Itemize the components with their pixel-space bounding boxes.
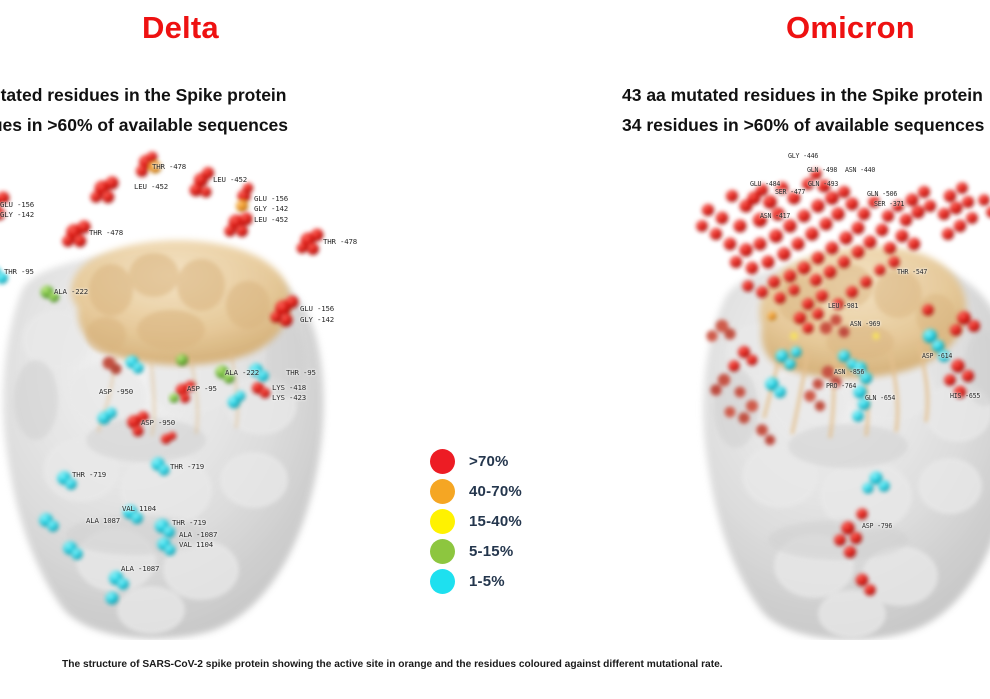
residue-label: GLU -484 <box>750 180 781 188</box>
legend-swatch-15-40 <box>430 508 455 534</box>
residue-label: ASN -969 <box>850 320 881 328</box>
legend-label-5-15: 5-15% <box>469 542 514 560</box>
residue-label: ALA -222 <box>225 368 259 377</box>
residue-label: ALA -1087 <box>179 530 218 539</box>
legend-item: 40-70% <box>430 476 522 506</box>
residue-label: GLU -156 <box>0 200 34 209</box>
residue-label: THR -95 <box>286 368 316 377</box>
residue-label: ASP -614 <box>922 352 953 360</box>
residue-label: LEU -452 <box>254 215 288 224</box>
residue-label: THR -478 <box>152 162 186 171</box>
spike-render-omicron <box>696 168 990 640</box>
residue-label: LEU -452 <box>213 175 247 184</box>
residue-label: ASN -417 <box>760 212 791 220</box>
residue-label: ALA 1087 <box>86 516 120 525</box>
legend-swatch-40-70 <box>430 478 455 504</box>
legend-swatch-1-5 <box>430 568 455 594</box>
residue-label: SER -371 <box>874 200 905 208</box>
residue-label: THR -478 <box>323 237 357 246</box>
legend-item: 15-40% <box>430 506 522 536</box>
residue-label: GLU -156 <box>254 194 288 203</box>
residue-label: PRO -764 <box>826 382 857 390</box>
residue-label: ASP -796 <box>862 522 893 530</box>
residue-label: SER -477 <box>775 188 806 196</box>
residue-label: ALA -1087 <box>121 564 160 573</box>
residue-label: THR -547 <box>897 268 928 276</box>
legend-item: 1-5% <box>430 566 522 596</box>
residue-label: THR -719 <box>72 470 106 479</box>
headline-delta: aa mutated residues in the Spike protein… <box>0 80 288 140</box>
spike-structure-delta: THR -478 LEU -452 LEU -452 GLU -156 GLY -142… <box>0 140 406 640</box>
spike-render-delta <box>0 151 324 639</box>
residue-label: HIS -655 <box>950 392 981 400</box>
panel-title-omicron: Omicron <box>786 10 915 45</box>
headline-omicron-line2: 34 residues in >60% of available sequenc… <box>622 115 985 135</box>
headline-omicron: 43 aa mutated residues in the Spike prot… <box>622 80 984 140</box>
residue-label: ASN -440 <box>845 166 876 174</box>
residue-label: GLY -446 <box>788 152 819 160</box>
spike-structure-omicron: GLY -446 GLN -498 ASN -440 GLU -484 GLN -493… <box>612 140 990 640</box>
residue-label: VAL 1104 <box>179 540 213 549</box>
headline-omicron-line1: 43 aa mutated residues in the Spike prot… <box>622 85 983 105</box>
panel-title-delta: Delta <box>142 10 219 45</box>
residue-label: VAL 1104 <box>122 504 156 513</box>
legend-label-15-40: 15-40% <box>469 512 522 530</box>
residue-label: ASP -950 <box>99 387 133 396</box>
headline-delta-line2: residues in >60% of available sequences <box>0 115 289 135</box>
residue-label: ALA -222 <box>54 287 88 296</box>
residue-label: LYS -423 <box>272 393 306 402</box>
legend-item: >70% <box>430 446 522 476</box>
residue-label: GLU -156 <box>300 304 334 313</box>
figure-caption: The structure of SARS-CoV-2 spike protei… <box>62 659 723 670</box>
residue-label: THR -95 <box>4 267 34 276</box>
residue-label: GLY -142 <box>254 204 288 213</box>
residue-label: LEU -981 <box>828 302 859 310</box>
legend-label-1-5: 1-5% <box>469 572 505 590</box>
residue-label: GLN -506 <box>867 190 898 198</box>
legend-label-gt70: >70% <box>469 452 509 470</box>
residue-label: ASP -950 <box>141 418 175 427</box>
legend-swatch-5-15 <box>430 538 455 564</box>
headline-delta-line1: aa mutated residues in the Spike protein <box>0 85 287 105</box>
residue-label: GLY -142 <box>300 315 334 324</box>
residue-label: THR -719 <box>170 462 204 471</box>
residue-label: GLN -654 <box>865 394 896 402</box>
residue-label: GLY -142 <box>0 210 34 219</box>
residue-label: ASN -856 <box>834 368 865 376</box>
residue-label: GLN -493 <box>808 180 839 188</box>
residue-label: LYS -418 <box>272 383 306 392</box>
residue-label: ASP -95 <box>187 384 217 393</box>
residue-label: THR -478 <box>89 228 123 237</box>
residue-label: GLN -498 <box>807 166 838 174</box>
mutation-rate-legend: >70% 40-70% 15-40% 5-15% 1-5% <box>430 446 522 596</box>
legend-item: 5-15% <box>430 536 522 566</box>
legend-swatch-gt70 <box>430 448 455 474</box>
residue-label: LEU -452 <box>134 182 168 191</box>
legend-label-40-70: 40-70% <box>469 482 522 500</box>
residue-label: THR -719 <box>172 518 206 527</box>
